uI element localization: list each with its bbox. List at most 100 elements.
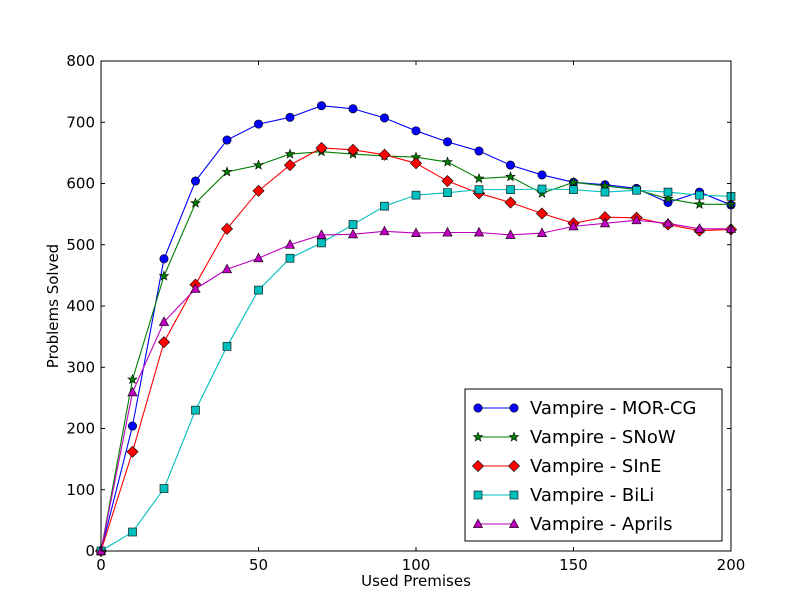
data-point-3-13 bbox=[506, 185, 515, 194]
data-point-3-8 bbox=[348, 220, 358, 229]
data-point-4-4 bbox=[221, 263, 233, 274]
legend-marker-end-1 bbox=[508, 431, 520, 442]
legend-entry-4: Vampire - Aprils bbox=[472, 514, 672, 535]
series-3 bbox=[96, 184, 736, 556]
data-point-1-15 bbox=[568, 176, 579, 187]
data-point-2-13 bbox=[504, 196, 517, 209]
y-tick-label-1: 100 bbox=[66, 481, 95, 499]
series-layer bbox=[94, 101, 738, 558]
legend-frame bbox=[464, 388, 723, 542]
data-point-3-2 bbox=[159, 484, 169, 493]
x-tick-label-3: 150 bbox=[559, 556, 588, 574]
data-point-2-10 bbox=[409, 157, 423, 170]
legend-label-4: Vampire - Aprils bbox=[530, 514, 672, 535]
data-point-0-7 bbox=[316, 101, 326, 111]
data-point-2-9 bbox=[378, 148, 391, 161]
data-point-3-3 bbox=[191, 405, 200, 415]
data-point-2-11 bbox=[441, 175, 454, 188]
legend: Vampire - MOR-CG Vampire - SNoW Vampire - … bbox=[464, 388, 723, 542]
data-point-0-1 bbox=[128, 421, 138, 431]
data-point-0-13 bbox=[505, 160, 515, 170]
data-point-3-6 bbox=[285, 253, 295, 263]
data-point-1-18 bbox=[662, 193, 674, 204]
data-point-2-7 bbox=[315, 141, 328, 154]
series-4 bbox=[95, 214, 737, 555]
data-point-0-10 bbox=[411, 126, 421, 136]
legend-marker-end-2 bbox=[507, 459, 521, 473]
data-point-4-2 bbox=[158, 316, 170, 326]
data-point-4-8 bbox=[347, 228, 359, 239]
legend-label-2: Vampire - SInE bbox=[530, 456, 661, 477]
data-point-4-7 bbox=[316, 229, 327, 239]
y-tick-label-0: 0 bbox=[85, 542, 95, 560]
data-point-1-12 bbox=[473, 172, 485, 184]
y-tick-label-7: 700 bbox=[66, 113, 95, 131]
data-point-0-3 bbox=[191, 176, 201, 186]
data-point-3-10 bbox=[411, 190, 421, 200]
data-point-0-9 bbox=[379, 113, 389, 123]
legend-label-3: Vampire - BiLi bbox=[530, 485, 654, 506]
data-point-1-6 bbox=[284, 148, 296, 159]
data-point-4-15 bbox=[568, 220, 579, 231]
data-point-1-5 bbox=[253, 159, 264, 170]
data-point-1-2 bbox=[158, 270, 170, 281]
data-point-2-5 bbox=[252, 184, 265, 197]
data-point-4-1 bbox=[127, 386, 138, 397]
data-point-4-3 bbox=[190, 283, 201, 293]
data-point-3-17 bbox=[632, 185, 641, 195]
data-point-4-11 bbox=[442, 226, 453, 237]
data-point-3-1 bbox=[128, 527, 137, 537]
legend-label-1: Vampire - SNoW bbox=[530, 427, 676, 448]
data-point-4-14 bbox=[536, 227, 548, 238]
data-point-0-12 bbox=[474, 146, 484, 156]
data-point-4-18 bbox=[662, 217, 674, 228]
legend-marker-start-3 bbox=[473, 490, 483, 500]
data-point-3-4 bbox=[222, 342, 232, 351]
legend-marker-start-4 bbox=[472, 518, 484, 528]
legend-marker-end-4 bbox=[508, 518, 520, 528]
data-point-3-11 bbox=[443, 188, 452, 197]
data-point-3-7 bbox=[317, 238, 326, 248]
data-point-1-3 bbox=[190, 197, 201, 208]
legend-marker-start-0 bbox=[473, 403, 483, 413]
legend-marker-end-0 bbox=[509, 403, 519, 413]
y-axis-title: Problems Solved bbox=[44, 244, 62, 368]
legend-label-0: Vampire - MOR-CG bbox=[530, 398, 696, 419]
legend-marker-end-3 bbox=[509, 490, 519, 500]
data-point-4-16 bbox=[599, 217, 611, 228]
y-tick-label-8: 800 bbox=[66, 52, 95, 70]
legend-marker-start-1 bbox=[472, 431, 484, 442]
data-point-4-19 bbox=[694, 223, 705, 233]
data-point-4-10 bbox=[410, 227, 422, 238]
data-point-3-12 bbox=[474, 185, 484, 194]
data-point-0-8 bbox=[348, 104, 358, 114]
data-point-3-18 bbox=[663, 187, 673, 197]
data-point-3-14 bbox=[537, 184, 547, 194]
data-point-4-17 bbox=[631, 214, 642, 225]
data-point-4-12 bbox=[473, 226, 485, 237]
legend-entry-2: Vampire - SInE bbox=[471, 456, 661, 477]
data-point-1-11 bbox=[442, 156, 453, 167]
data-point-2-4 bbox=[220, 222, 234, 235]
data-point-1-19 bbox=[694, 198, 705, 209]
y-tick-label-2: 200 bbox=[66, 420, 95, 438]
legend-entry-1: Vampire - SNoW bbox=[472, 427, 676, 448]
data-point-2-1 bbox=[126, 445, 139, 458]
data-point-0-14 bbox=[537, 170, 547, 180]
x-tick-label-1: 50 bbox=[249, 556, 268, 574]
data-point-2-14 bbox=[535, 207, 549, 220]
data-point-0-11 bbox=[442, 137, 452, 147]
data-point-3-16 bbox=[600, 187, 610, 197]
data-point-4-5 bbox=[253, 252, 264, 263]
legend-entry-3: Vampire - BiLi bbox=[473, 485, 654, 506]
data-point-1-1 bbox=[127, 373, 138, 385]
data-point-1-13 bbox=[505, 171, 516, 182]
data-point-3-15 bbox=[569, 185, 578, 194]
data-point-3-19 bbox=[695, 190, 704, 200]
legend-entry-0: Vampire - MOR-CG bbox=[473, 398, 696, 419]
data-point-4-6 bbox=[284, 239, 296, 249]
data-point-0-4 bbox=[222, 135, 232, 145]
x-tick-label-4: 200 bbox=[717, 556, 746, 574]
y-tick-label-3: 300 bbox=[66, 358, 95, 376]
